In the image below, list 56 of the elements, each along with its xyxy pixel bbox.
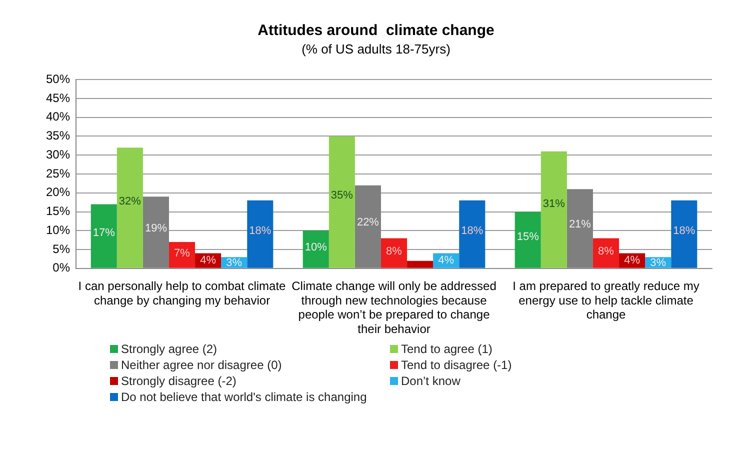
y-tick-label: 5% — [52, 242, 70, 256]
data-label: 32% — [118, 196, 142, 208]
data-label: 4% — [624, 254, 640, 267]
y-tick-label: 45% — [46, 90, 70, 105]
bar — [592, 238, 620, 268]
bar — [671, 200, 698, 268]
bar — [540, 151, 567, 268]
data-label: 15% — [516, 231, 540, 244]
y-tick-label: 40% — [46, 110, 70, 124]
bar — [328, 136, 355, 268]
y-tick-label: 35% — [46, 128, 70, 143]
data-label: 18% — [461, 224, 484, 237]
y-tick-label: 15% — [46, 204, 70, 218]
data-label: 35% — [330, 190, 354, 202]
data-label: 8% — [386, 246, 402, 258]
y-tick-label: 25% — [46, 166, 70, 180]
data-label: 7% — [174, 248, 190, 260]
y-tick-label: 10% — [46, 222, 70, 237]
data-label: 4% — [200, 254, 216, 267]
data-label: 10% — [304, 241, 328, 254]
legend-label: Strongly agree (2) — [121, 342, 218, 356]
data-label: 17% — [92, 226, 116, 239]
data-label: 31% — [542, 198, 566, 210]
data-label: 8% — [598, 246, 614, 258]
data-label: 3% — [650, 257, 666, 270]
legend-label: Strongly disagree (-2) — [121, 374, 236, 388]
x-tick-label: Climate change will only be addressed through new technologies because people won’t be prepared to change their behavior — [292, 278, 496, 336]
data-label: 21% — [568, 218, 592, 231]
bar — [459, 200, 486, 268]
legend-label: Tend to agree (1) — [401, 342, 492, 356]
legend-label: Do not believe that world's climate is changing — [121, 390, 367, 404]
x-tick-label: I can personally help to combat climate change by changing my behavior — [78, 278, 286, 308]
chart-title: Attitudes around climate change — [258, 22, 494, 40]
y-tick-label: 0% — [52, 260, 70, 275]
y-tick-label: 50% — [46, 72, 70, 86]
legend-label: Tend to disagree (-1) — [401, 358, 512, 372]
data-label: 18% — [673, 224, 696, 237]
y-tick-label: 20% — [46, 185, 70, 200]
chart-subtitle: (% of US adults 18-75yrs) — [302, 41, 450, 56]
legend-label: Neither agree nor disagree (0) — [121, 358, 282, 372]
legend-label: Don’t know — [401, 374, 460, 388]
bar — [407, 260, 434, 268]
bar — [116, 148, 143, 268]
bar — [168, 242, 196, 268]
bar — [514, 212, 541, 268]
x-tick-label: I am prepared to greatly reduce my energy use to help tackle climate change — [512, 278, 700, 322]
data-label: 19% — [144, 222, 168, 235]
bar — [90, 204, 117, 268]
data-label: 4% — [438, 254, 454, 267]
bar — [380, 238, 408, 268]
data-label: 3% — [226, 257, 242, 270]
y-tick-label: 30% — [46, 147, 70, 162]
bar — [247, 200, 274, 268]
bar — [302, 230, 329, 268]
data-label: 18% — [249, 224, 272, 237]
data-label: 22% — [356, 216, 380, 229]
